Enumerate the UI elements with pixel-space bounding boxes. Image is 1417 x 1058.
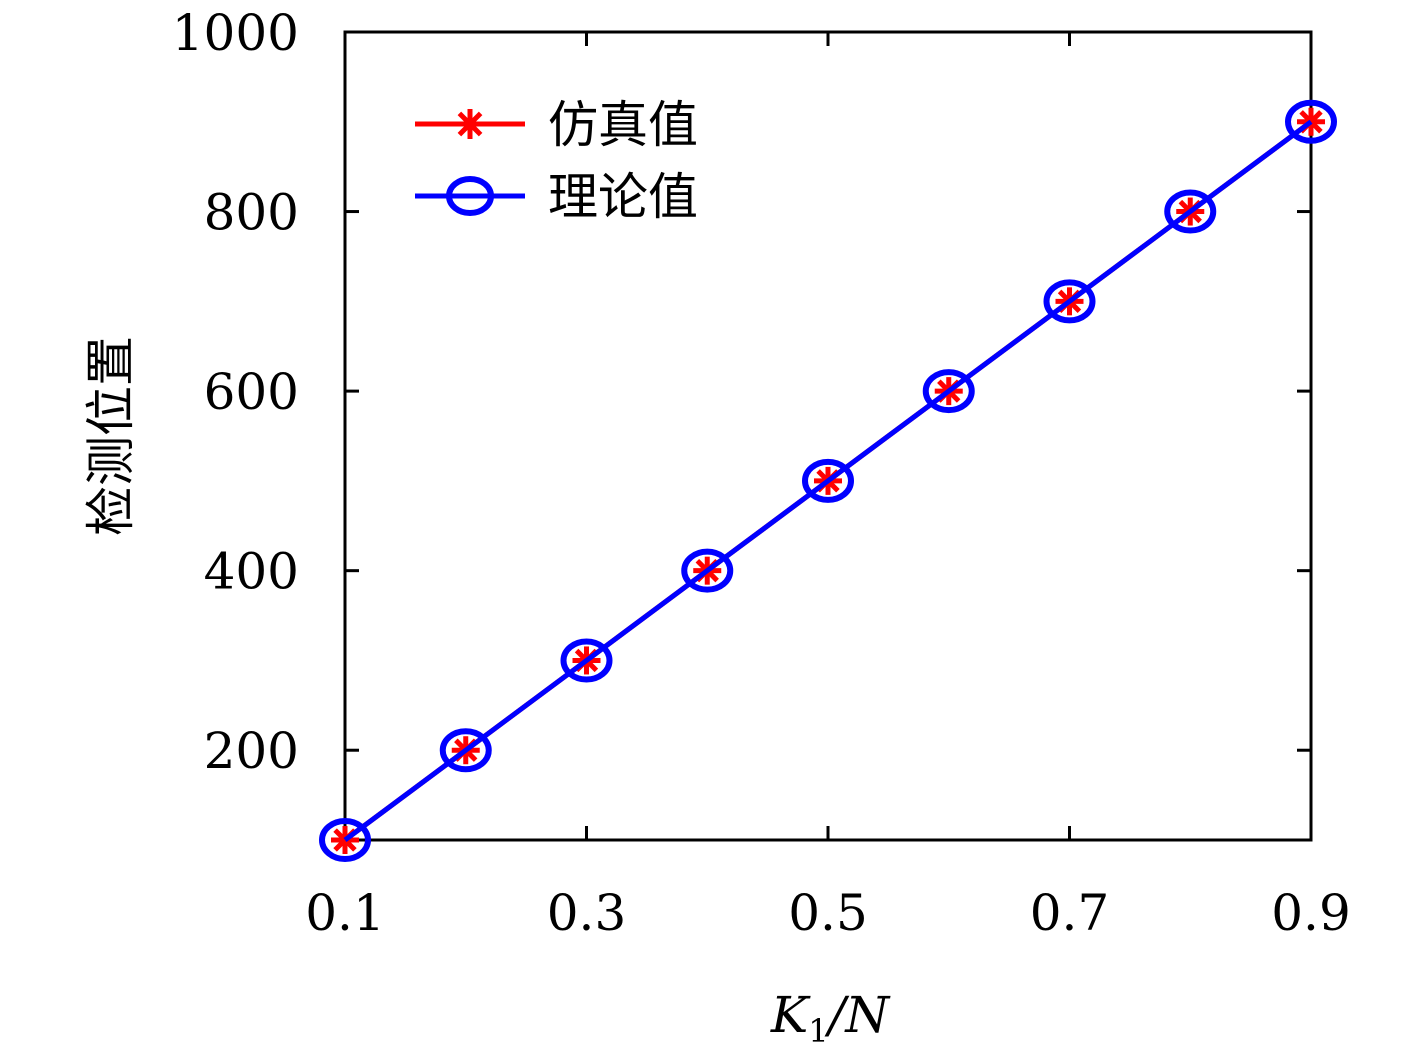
x-axis-label-main: K <box>770 986 811 1044</box>
y-tick-label: 200 <box>204 722 299 780</box>
legend-asterisk <box>455 109 485 139</box>
x-axis-label-subscript: 1 <box>808 1012 828 1050</box>
plot-frame <box>343 30 1313 842</box>
legend-marker-sim <box>455 109 485 139</box>
data-point-theory <box>560 638 613 683</box>
data-point-theory <box>1164 189 1217 234</box>
legend-label-theory: 理论值 <box>548 168 698 226</box>
y-axis-label: 检测位置 <box>82 336 140 536</box>
axis-ticks <box>343 30 1313 840</box>
x-tick-label: 0.7 <box>1030 884 1110 942</box>
data-point-theory <box>922 369 975 414</box>
legend-marker-theory <box>446 176 494 216</box>
x-tick-label: 0.5 <box>788 884 868 942</box>
y-tick-label: 400 <box>204 543 299 601</box>
x-tick-label: 0.9 <box>1271 884 1351 942</box>
series-line-theory <box>343 119 1313 843</box>
y-tick-label: 600 <box>204 363 299 421</box>
x-tick-label: 0.1 <box>305 884 385 942</box>
data-point-theory <box>1043 279 1096 324</box>
x-tick-label: 0.3 <box>547 884 627 942</box>
x-axis-label-rest: /N <box>825 986 892 1044</box>
data-point-theory <box>802 458 854 503</box>
tick-labels: 0.1 0.3 0.5 0.7 0.9 200 400 600 800 1000 <box>172 4 1351 942</box>
data-point-theory <box>439 728 492 773</box>
y-tick-label: 800 <box>204 184 299 242</box>
data-point-theory <box>319 818 371 862</box>
series-layer <box>319 99 1337 862</box>
data-point-theory <box>681 548 734 593</box>
x-axis-label: K1/N <box>770 986 892 1050</box>
data-point-theory <box>1285 99 1337 144</box>
y-tick-label: 1000 <box>172 4 299 62</box>
legend: 仿真值 理论值 <box>415 96 698 226</box>
asterisk-stroke <box>457 111 483 137</box>
legend-label-sim: 仿真值 <box>548 96 698 154</box>
